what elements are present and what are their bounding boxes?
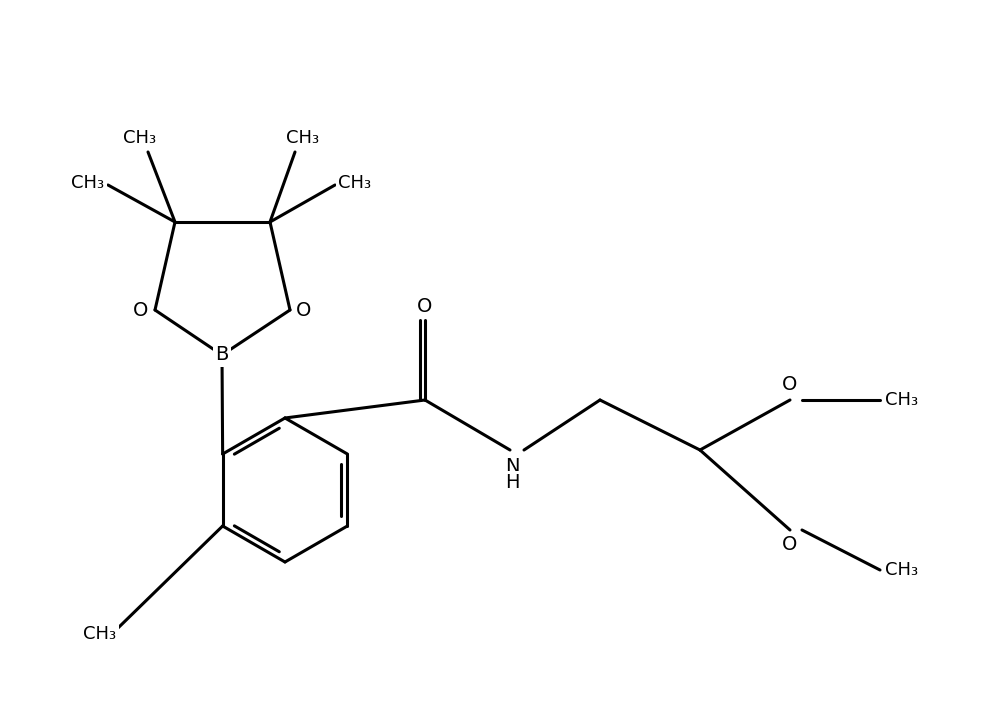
Text: B: B <box>215 346 228 365</box>
Text: O: O <box>782 375 797 395</box>
Text: CH₃: CH₃ <box>886 561 919 579</box>
Text: CH₃: CH₃ <box>886 391 919 409</box>
Text: CH₃: CH₃ <box>286 129 320 147</box>
Text: O: O <box>296 301 312 319</box>
Text: CH₃: CH₃ <box>339 174 371 192</box>
Text: CH₃: CH₃ <box>83 625 116 643</box>
Text: O: O <box>417 296 433 316</box>
Text: O: O <box>782 535 797 555</box>
Text: CH₃: CH₃ <box>123 129 157 147</box>
Text: CH₃: CH₃ <box>71 174 104 192</box>
Text: O: O <box>133 301 149 319</box>
Text: N: N <box>504 456 519 476</box>
Text: H: H <box>504 474 519 493</box>
